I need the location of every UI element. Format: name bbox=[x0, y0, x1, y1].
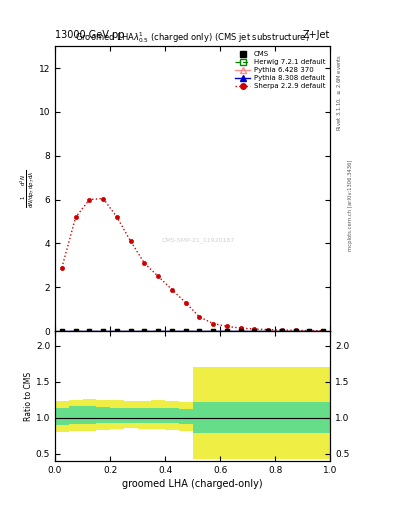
Text: Z+Jet: Z+Jet bbox=[303, 30, 330, 40]
Text: CMS-SMP-21_11920187: CMS-SMP-21_11920187 bbox=[162, 237, 235, 243]
X-axis label: groomed LHA (charged-only): groomed LHA (charged-only) bbox=[122, 479, 263, 489]
Y-axis label: Ratio to CMS: Ratio to CMS bbox=[24, 371, 33, 420]
Text: mcplots.cern.ch [arXiv:1306.3436]: mcplots.cern.ch [arXiv:1306.3436] bbox=[348, 159, 353, 250]
Legend: CMS, Herwig 7.2.1 default, Pythia 6.428 370, Pythia 8.308 default, Sherpa 2.2.9 : CMS, Herwig 7.2.1 default, Pythia 6.428 … bbox=[233, 50, 327, 91]
Text: 13000 GeV pp: 13000 GeV pp bbox=[55, 30, 125, 40]
Title: Groomed LHA$\lambda^{1}_{0.5}$ (charged only) (CMS jet substructure): Groomed LHA$\lambda^{1}_{0.5}$ (charged … bbox=[75, 30, 310, 45]
Text: Rivet 3.1.10, $\geq$ 2.6M events: Rivet 3.1.10, $\geq$ 2.6M events bbox=[336, 54, 343, 131]
Y-axis label: $\frac{1}{\mathrm{d}N/\mathrm{d}p_T}\frac{\mathrm{d}^2 N}{\mathrm{d}p_T\,\mathrm: $\frac{1}{\mathrm{d}N/\mathrm{d}p_T}\fra… bbox=[18, 169, 36, 208]
